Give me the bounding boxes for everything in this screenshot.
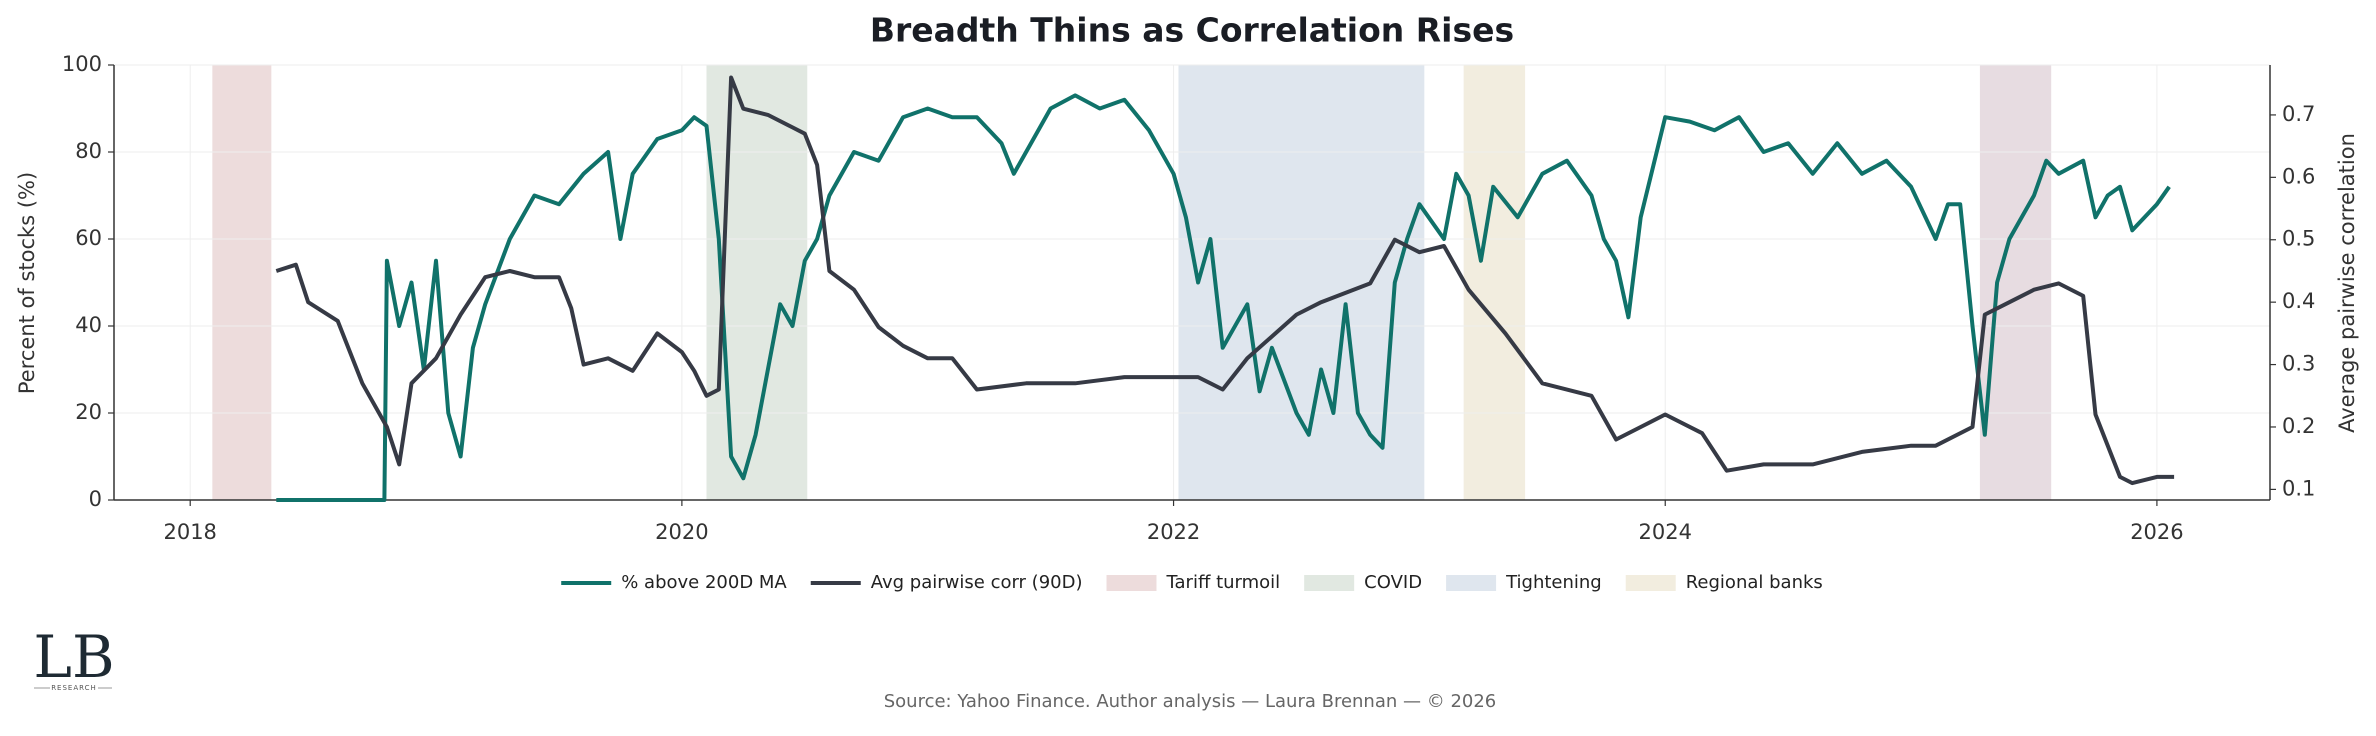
event-span — [1463, 65, 1526, 500]
y2-tick-label: 0.4 — [2282, 289, 2315, 313]
y-tick-label: 100 — [62, 52, 102, 76]
legend-swatch — [1106, 575, 1157, 591]
y-tick-label: 60 — [75, 226, 102, 250]
legend-label: Regional banks — [1686, 572, 1823, 593]
y2-tick-label: 0.7 — [2282, 102, 2315, 126]
y2-tick-label: 0.5 — [2282, 227, 2315, 251]
y2-tick-label: 0.6 — [2282, 164, 2315, 188]
y-tick-label: 80 — [75, 139, 102, 163]
event-span — [1979, 65, 2052, 500]
legend-swatch — [1446, 575, 1497, 591]
logo-gap — [50, 683, 98, 693]
y2-tick-label: 0.3 — [2282, 352, 2315, 376]
legend-label: Tariff turmoil — [1166, 572, 1281, 593]
series-line — [276, 93, 2171, 502]
x-tick-label: 2024 — [1639, 520, 1692, 544]
event-span — [212, 65, 272, 500]
x-tick-label: 2026 — [2130, 520, 2183, 544]
x-tick-label: 2022 — [1147, 520, 1200, 544]
y-tick-label: 20 — [75, 400, 102, 424]
x-tick-label: 2018 — [163, 520, 216, 544]
legend-label: Avg pairwise corr (90D) — [871, 572, 1083, 593]
legend-swatch — [1625, 575, 1676, 591]
legend-label: Tightening — [1505, 572, 1602, 593]
y-tick-label: 40 — [75, 313, 102, 337]
y2-axis-label: Average pairwise correlation — [2335, 133, 2359, 433]
y2-tick-label: 0.1 — [2282, 476, 2315, 500]
legend-label: % above 200D MA — [621, 572, 787, 593]
legend-swatch — [1304, 575, 1355, 591]
logo-mark: LB — [33, 623, 114, 691]
logo-subtitle: RESEARCH — [51, 684, 97, 692]
source-note: Source: Yahoo Finance. Author analysis —… — [884, 691, 1497, 712]
legend-label: COVID — [1364, 572, 1422, 593]
y-axis-label: Percent of stocks (%) — [15, 172, 39, 394]
y-tick-label: 0 — [89, 487, 102, 511]
series-line — [275, 75, 2175, 486]
chart-title: Breadth Thins as Correlation Rises — [870, 11, 1514, 50]
y2-tick-label: 0.2 — [2282, 414, 2315, 438]
x-tick-label: 2020 — [655, 520, 708, 544]
